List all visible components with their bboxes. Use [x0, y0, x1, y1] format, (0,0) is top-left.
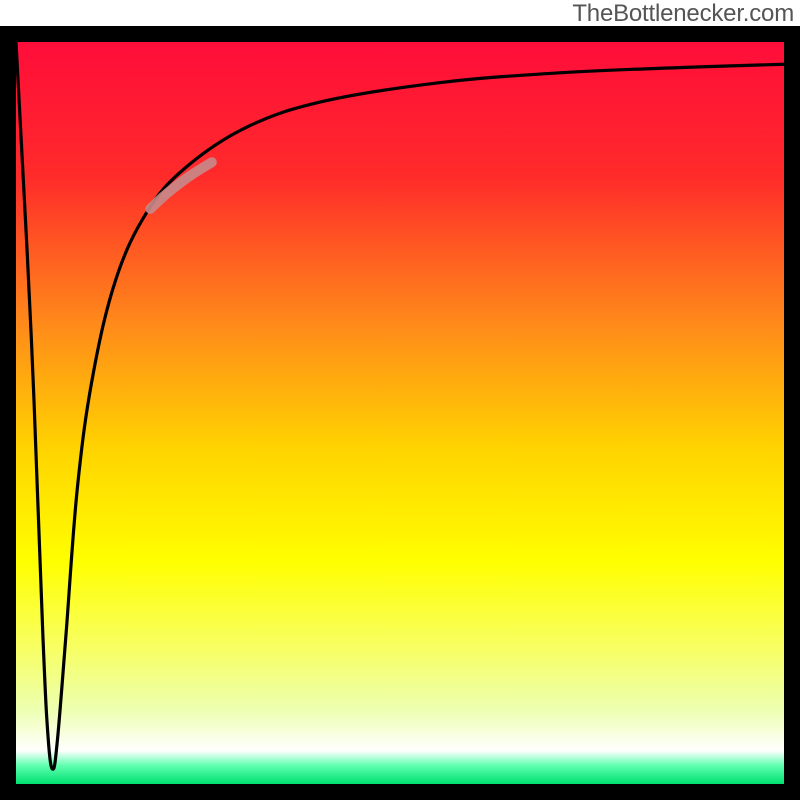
chart-container: TheBottlenecker.com	[0, 0, 800, 800]
chart-svg	[0, 0, 800, 800]
watermark-text: TheBottlenecker.com	[572, 0, 794, 28]
gradient-background	[16, 42, 784, 784]
